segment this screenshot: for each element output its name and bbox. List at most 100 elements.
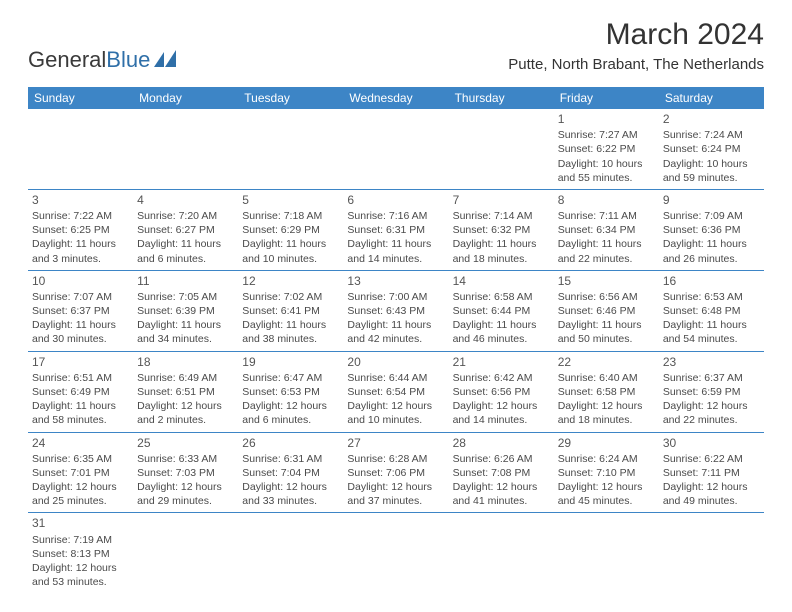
daylight-line: Daylight: 11 hours: [558, 237, 654, 251]
day-cell: 20Sunrise: 6:44 AMSunset: 6:54 PMDayligh…: [343, 352, 448, 432]
day-number: 3: [32, 192, 128, 208]
day-cell: [28, 109, 133, 189]
daylight-line: Daylight: 12 hours: [453, 399, 549, 413]
day-number: 22: [558, 354, 654, 370]
sunrise-line: Sunrise: 6:33 AM: [137, 452, 233, 466]
weeks-container: 1Sunrise: 7:27 AMSunset: 6:22 PMDaylight…: [28, 109, 764, 593]
daylight-line: and 10 minutes.: [242, 252, 338, 266]
daylight-line: and 2 minutes.: [137, 413, 233, 427]
daylight-line: and 38 minutes.: [242, 332, 338, 346]
sunset-line: Sunset: 7:06 PM: [347, 466, 443, 480]
sunset-line: Sunset: 6:49 PM: [32, 385, 128, 399]
daylight-line: and 41 minutes.: [453, 494, 549, 508]
sunset-line: Sunset: 6:56 PM: [453, 385, 549, 399]
day-number: 31: [32, 515, 128, 531]
daylight-line: Daylight: 12 hours: [137, 480, 233, 494]
day-cell: 2Sunrise: 7:24 AMSunset: 6:24 PMDaylight…: [659, 109, 764, 189]
day-header-sun: Sunday: [28, 87, 133, 109]
daylight-line: Daylight: 11 hours: [242, 318, 338, 332]
sunrise-line: Sunrise: 7:19 AM: [32, 533, 128, 547]
day-cell: [449, 513, 554, 593]
sunrise-line: Sunrise: 7:22 AM: [32, 209, 128, 223]
day-number: 20: [347, 354, 443, 370]
day-cell: [133, 109, 238, 189]
sunset-line: Sunset: 7:04 PM: [242, 466, 338, 480]
daylight-line: Daylight: 12 hours: [558, 399, 654, 413]
sunrise-line: Sunrise: 6:28 AM: [347, 452, 443, 466]
day-cell: 6Sunrise: 7:16 AMSunset: 6:31 PMDaylight…: [343, 190, 448, 270]
daylight-line: and 34 minutes.: [137, 332, 233, 346]
daylight-line: and 45 minutes.: [558, 494, 654, 508]
sunset-line: Sunset: 6:39 PM: [137, 304, 233, 318]
daylight-line: Daylight: 11 hours: [347, 237, 443, 251]
daylight-line: Daylight: 11 hours: [663, 237, 759, 251]
sunrise-line: Sunrise: 6:47 AM: [242, 371, 338, 385]
sunrise-line: Sunrise: 6:24 AM: [558, 452, 654, 466]
week-row: 1Sunrise: 7:27 AMSunset: 6:22 PMDaylight…: [28, 109, 764, 190]
sunrise-line: Sunrise: 7:02 AM: [242, 290, 338, 304]
sunset-line: Sunset: 6:43 PM: [347, 304, 443, 318]
day-cell: [659, 513, 764, 593]
week-row: 24Sunrise: 6:35 AMSunset: 7:01 PM Dayligh…: [28, 433, 764, 514]
day-number: 13: [347, 273, 443, 289]
daylight-line: and 54 minutes.: [663, 332, 759, 346]
day-number: 18: [137, 354, 233, 370]
daylight-line: Daylight: 12 hours: [32, 561, 128, 575]
day-header-mon: Monday: [133, 87, 238, 109]
day-number: 9: [663, 192, 759, 208]
day-cell: 1Sunrise: 7:27 AMSunset: 6:22 PMDaylight…: [554, 109, 659, 189]
sunrise-line: Sunrise: 7:24 AM: [663, 128, 759, 142]
day-number: 7: [453, 192, 549, 208]
daylight-line: and 14 minutes.: [453, 413, 549, 427]
daylight-line: and 25 minutes.: [32, 494, 128, 508]
day-number: 24: [32, 435, 128, 451]
day-number: 16: [663, 273, 759, 289]
sunrise-line: Sunrise: 6:49 AM: [137, 371, 233, 385]
sunrise-line: Sunrise: 6:37 AM: [663, 371, 759, 385]
day-cell: 28Sunrise: 6:26 AMSunset: 7:08 PMDayligh…: [449, 433, 554, 513]
daylight-line: and 55 minutes.: [558, 171, 654, 185]
day-header-row: Sunday Monday Tuesday Wednesday Thursday…: [28, 87, 764, 109]
sunrise-line: Sunrise: 6:44 AM: [347, 371, 443, 385]
sunrise-line: Sunrise: 6:35 AM: [32, 452, 128, 466]
day-cell: 22Sunrise: 6:40 AMSunset: 6:58 PMDayligh…: [554, 352, 659, 432]
day-cell: 9Sunrise: 7:09 AMSunset: 6:36 PMDaylight…: [659, 190, 764, 270]
day-cell: 21Sunrise: 6:42 AMSunset: 6:56 PMDayligh…: [449, 352, 554, 432]
daylight-line: Daylight: 11 hours: [242, 237, 338, 251]
day-cell: [554, 513, 659, 593]
day-number: 8: [558, 192, 654, 208]
sunrise-line: Sunrise: 6:56 AM: [558, 290, 654, 304]
daylight-line: Daylight: 11 hours: [663, 318, 759, 332]
day-number: 29: [558, 435, 654, 451]
day-number: 28: [453, 435, 549, 451]
sunset-line: Sunset: 6:36 PM: [663, 223, 759, 237]
sunset-line: Sunset: 6:59 PM: [663, 385, 759, 399]
daylight-line: and 49 minutes.: [663, 494, 759, 508]
logo: GeneralBlue: [28, 47, 180, 73]
sunset-line: Sunset: 6:29 PM: [242, 223, 338, 237]
day-cell: 27Sunrise: 6:28 AMSunset: 7:06 PMDayligh…: [343, 433, 448, 513]
day-number: 17: [32, 354, 128, 370]
daylight-line: Daylight: 12 hours: [347, 399, 443, 413]
day-cell: 31 Sunrise: 7:19 AMSunset: 8:13 PMDayligh…: [28, 513, 133, 593]
title-block: March 2024 Putte, North Brabant, The Net…: [508, 18, 764, 73]
sunrise-line: Sunrise: 6:58 AM: [453, 290, 549, 304]
sunset-line: Sunset: 8:13 PM: [32, 547, 128, 561]
sunset-line: Sunset: 6:27 PM: [137, 223, 233, 237]
day-cell: 23Sunrise: 6:37 AMSunset: 6:59 PMDayligh…: [659, 352, 764, 432]
day-cell: [238, 109, 343, 189]
day-number: 4: [137, 192, 233, 208]
daylight-line: Daylight: 12 hours: [453, 480, 549, 494]
daylight-line: and 42 minutes.: [347, 332, 443, 346]
sunset-line: Sunset: 6:34 PM: [558, 223, 654, 237]
sunrise-line: Sunrise: 6:31 AM: [242, 452, 338, 466]
day-cell: 25Sunrise: 6:33 AMSunset: 7:03 PMDayligh…: [133, 433, 238, 513]
sunrise-line: Sunrise: 7:20 AM: [137, 209, 233, 223]
week-row: 17Sunrise: 6:51 AMSunset: 6:49 PMDayligh…: [28, 352, 764, 433]
day-cell: 14Sunrise: 6:58 AMSunset: 6:44 PMDayligh…: [449, 271, 554, 351]
sunset-line: Sunset: 6:24 PM: [663, 142, 759, 156]
sunset-line: Sunset: 7:01 PM: [32, 466, 128, 480]
sunrise-line: Sunrise: 7:18 AM: [242, 209, 338, 223]
sunrise-line: Sunrise: 7:11 AM: [558, 209, 654, 223]
daylight-line: and 18 minutes.: [453, 252, 549, 266]
